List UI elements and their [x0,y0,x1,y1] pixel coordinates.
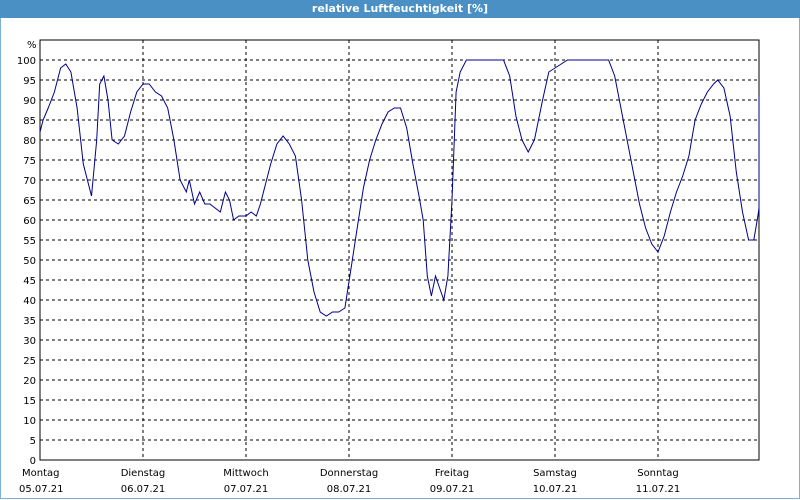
x-tick-date-label: 06.07.21 [121,484,166,495]
y-axis-ticks: 0 5 10 15 20 25 30 35 40 45 50 55 60 65 70 75 80 85 90 95 10… [17,56,36,467]
x-tick-day-label: Samstag [533,468,577,479]
y-tick-label: 95 [23,76,36,87]
x-axis-ticks: Montag 05.07.21 Dienstag 06.07.21 Mittwoch 07… [19,468,680,495]
y-tick-label: 40 [23,296,36,307]
y-tick-label: 70 [23,176,36,187]
chart-title: relative Luftfeuchtigkeit [%] [311,2,489,15]
y-tick-label: 60 [23,216,36,227]
humidity-series-line [39,59,760,317]
y-tick-label: 65 [23,196,36,207]
x-tick-date-label: 11.07.21 [636,484,681,495]
y-tick-label: 100 [17,56,36,67]
y-tick-label: 25 [23,356,36,367]
x-tick-day-label: Dienstag [121,468,166,479]
chart-title-bar: relative Luftfeuchtigkeit [%] [0,0,800,18]
y-tick-label: 85 [23,116,36,127]
grid [40,40,759,460]
y-tick-label: 90 [23,96,36,107]
x-tick-date-label: 08.07.21 [327,484,372,495]
x-tick-day-label: Freitag [435,468,469,479]
y-tick-label: 75 [23,156,36,167]
y-tick-label: 30 [23,336,36,347]
y-tick-label: 10 [23,416,36,427]
y-tick-label: 50 [23,256,36,267]
x-tick-date-label: 05.07.21 [19,484,64,495]
x-tick-day-label: Sonntag [637,468,679,479]
x-tick-day-label: Mittwoch [223,468,268,479]
x-tick-day-label: Montag [22,468,59,479]
y-tick-label: 55 [23,236,36,247]
y-tick-label: 0 [30,456,36,467]
y-tick-label: 5 [30,436,36,447]
x-tick-date-label: 09.07.21 [430,484,475,495]
y-tick-label: 15 [23,396,36,407]
y-tick-label: 35 [23,316,36,327]
x-tick-day-label: Donnerstag [320,468,378,479]
plot-area [39,39,760,461]
y-tick-label: 80 [23,136,36,147]
y-axis-unit-label: % [27,40,37,51]
x-tick-date-label: 07.07.21 [224,484,269,495]
y-tick-label: 45 [23,276,36,287]
x-tick-date-label: 10.07.21 [533,484,578,495]
y-tick-label: 20 [23,376,36,387]
